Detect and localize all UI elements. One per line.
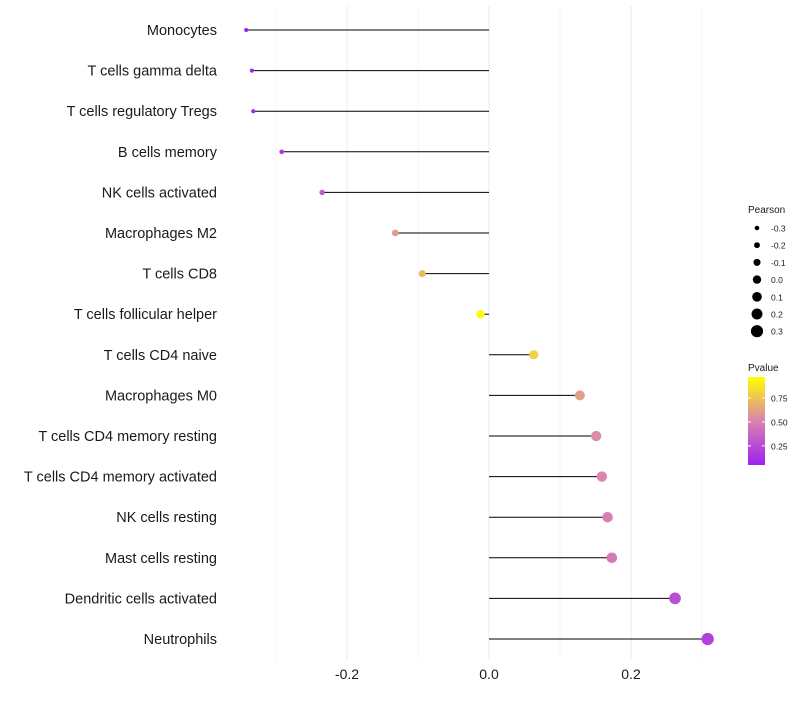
legend-pearson-label: -0.3 bbox=[771, 224, 786, 234]
point bbox=[606, 552, 618, 564]
legend-pvalue: Pvalue 0.75 0.50 0.25 bbox=[748, 363, 788, 465]
point bbox=[391, 229, 399, 237]
point bbox=[249, 68, 254, 73]
point bbox=[574, 390, 585, 401]
y-tick-label: Macrophages M0 bbox=[105, 388, 217, 404]
x-tick-label: -0.2 bbox=[335, 666, 359, 682]
point bbox=[591, 430, 602, 442]
x-axis-labels: -0.2 0.0 0.2 bbox=[335, 666, 641, 682]
y-tick-label: Mast cells resting bbox=[105, 551, 217, 567]
legend-pearson: Pearson -0.3 -0.2 -0.1 0.0 0.1 0.2 0.3 bbox=[748, 205, 786, 338]
legend-pearson-key bbox=[752, 291, 762, 302]
point bbox=[669, 592, 681, 605]
point bbox=[418, 269, 426, 278]
point bbox=[596, 471, 608, 482]
legend-pearson-key bbox=[750, 325, 764, 338]
point bbox=[701, 632, 714, 646]
y-tick-label: T cells CD8 bbox=[142, 267, 217, 283]
stems bbox=[246, 29, 708, 640]
y-tick-label: NK cells resting bbox=[116, 510, 217, 526]
legend-pearson-label: 0.2 bbox=[771, 310, 783, 320]
legend-pearson-title: Pearson bbox=[748, 205, 785, 216]
legend-pearson-key bbox=[754, 225, 760, 231]
point bbox=[529, 350, 539, 360]
legend-pearson-key bbox=[751, 308, 763, 320]
x-tick-label: 0.2 bbox=[621, 666, 641, 682]
point bbox=[244, 27, 249, 33]
y-tick-label: T cells regulatory Tregs bbox=[67, 104, 217, 120]
legend-pearson-label: 0.0 bbox=[771, 275, 783, 285]
legend-pearson-key bbox=[752, 275, 762, 284]
y-axis-labels: Monocytes T cells gamma delta T cells regu… bbox=[24, 23, 218, 648]
point bbox=[251, 109, 256, 114]
y-tick-label: B cells memory bbox=[118, 145, 218, 161]
y-tick-label: T cells CD4 memory resting bbox=[38, 429, 217, 445]
points bbox=[244, 27, 714, 646]
y-tick-label: Dendritic cells activated bbox=[65, 591, 217, 607]
y-tick-label: T cells CD4 naive bbox=[104, 348, 217, 364]
y-tick-label: T cells gamma delta bbox=[88, 64, 218, 80]
x-tick-label: 0.0 bbox=[479, 666, 499, 682]
legend-pearson-label: -0.1 bbox=[771, 258, 786, 268]
legend-pearson-key bbox=[753, 258, 761, 266]
legend-pearson-label: -0.2 bbox=[771, 241, 786, 251]
y-tick-label: Neutrophils bbox=[144, 632, 217, 648]
grid-lines bbox=[275, 6, 703, 660]
point bbox=[602, 511, 613, 523]
point bbox=[476, 310, 485, 319]
y-tick-label: NK cells activated bbox=[102, 185, 217, 201]
legend-pvalue-label: 0.25 bbox=[771, 441, 788, 451]
legend-pvalue-label: 0.75 bbox=[771, 394, 788, 404]
point bbox=[279, 149, 285, 155]
legend-pvalue-title: Pvalue bbox=[748, 363, 779, 374]
legend-pearson-label: 0.3 bbox=[771, 327, 783, 337]
legend-pearson-key bbox=[754, 242, 760, 249]
y-tick-label: T cells CD4 memory activated bbox=[24, 470, 217, 486]
legend-pearson-label: 0.1 bbox=[771, 292, 783, 302]
y-tick-label: Monocytes bbox=[147, 23, 217, 39]
legend-pvalue-label: 0.50 bbox=[771, 417, 788, 427]
legend-pvalue-colorbar bbox=[748, 377, 765, 465]
y-tick-label: Macrophages M2 bbox=[105, 226, 217, 242]
y-tick-label: T cells follicular helper bbox=[74, 307, 217, 323]
point bbox=[319, 189, 325, 196]
